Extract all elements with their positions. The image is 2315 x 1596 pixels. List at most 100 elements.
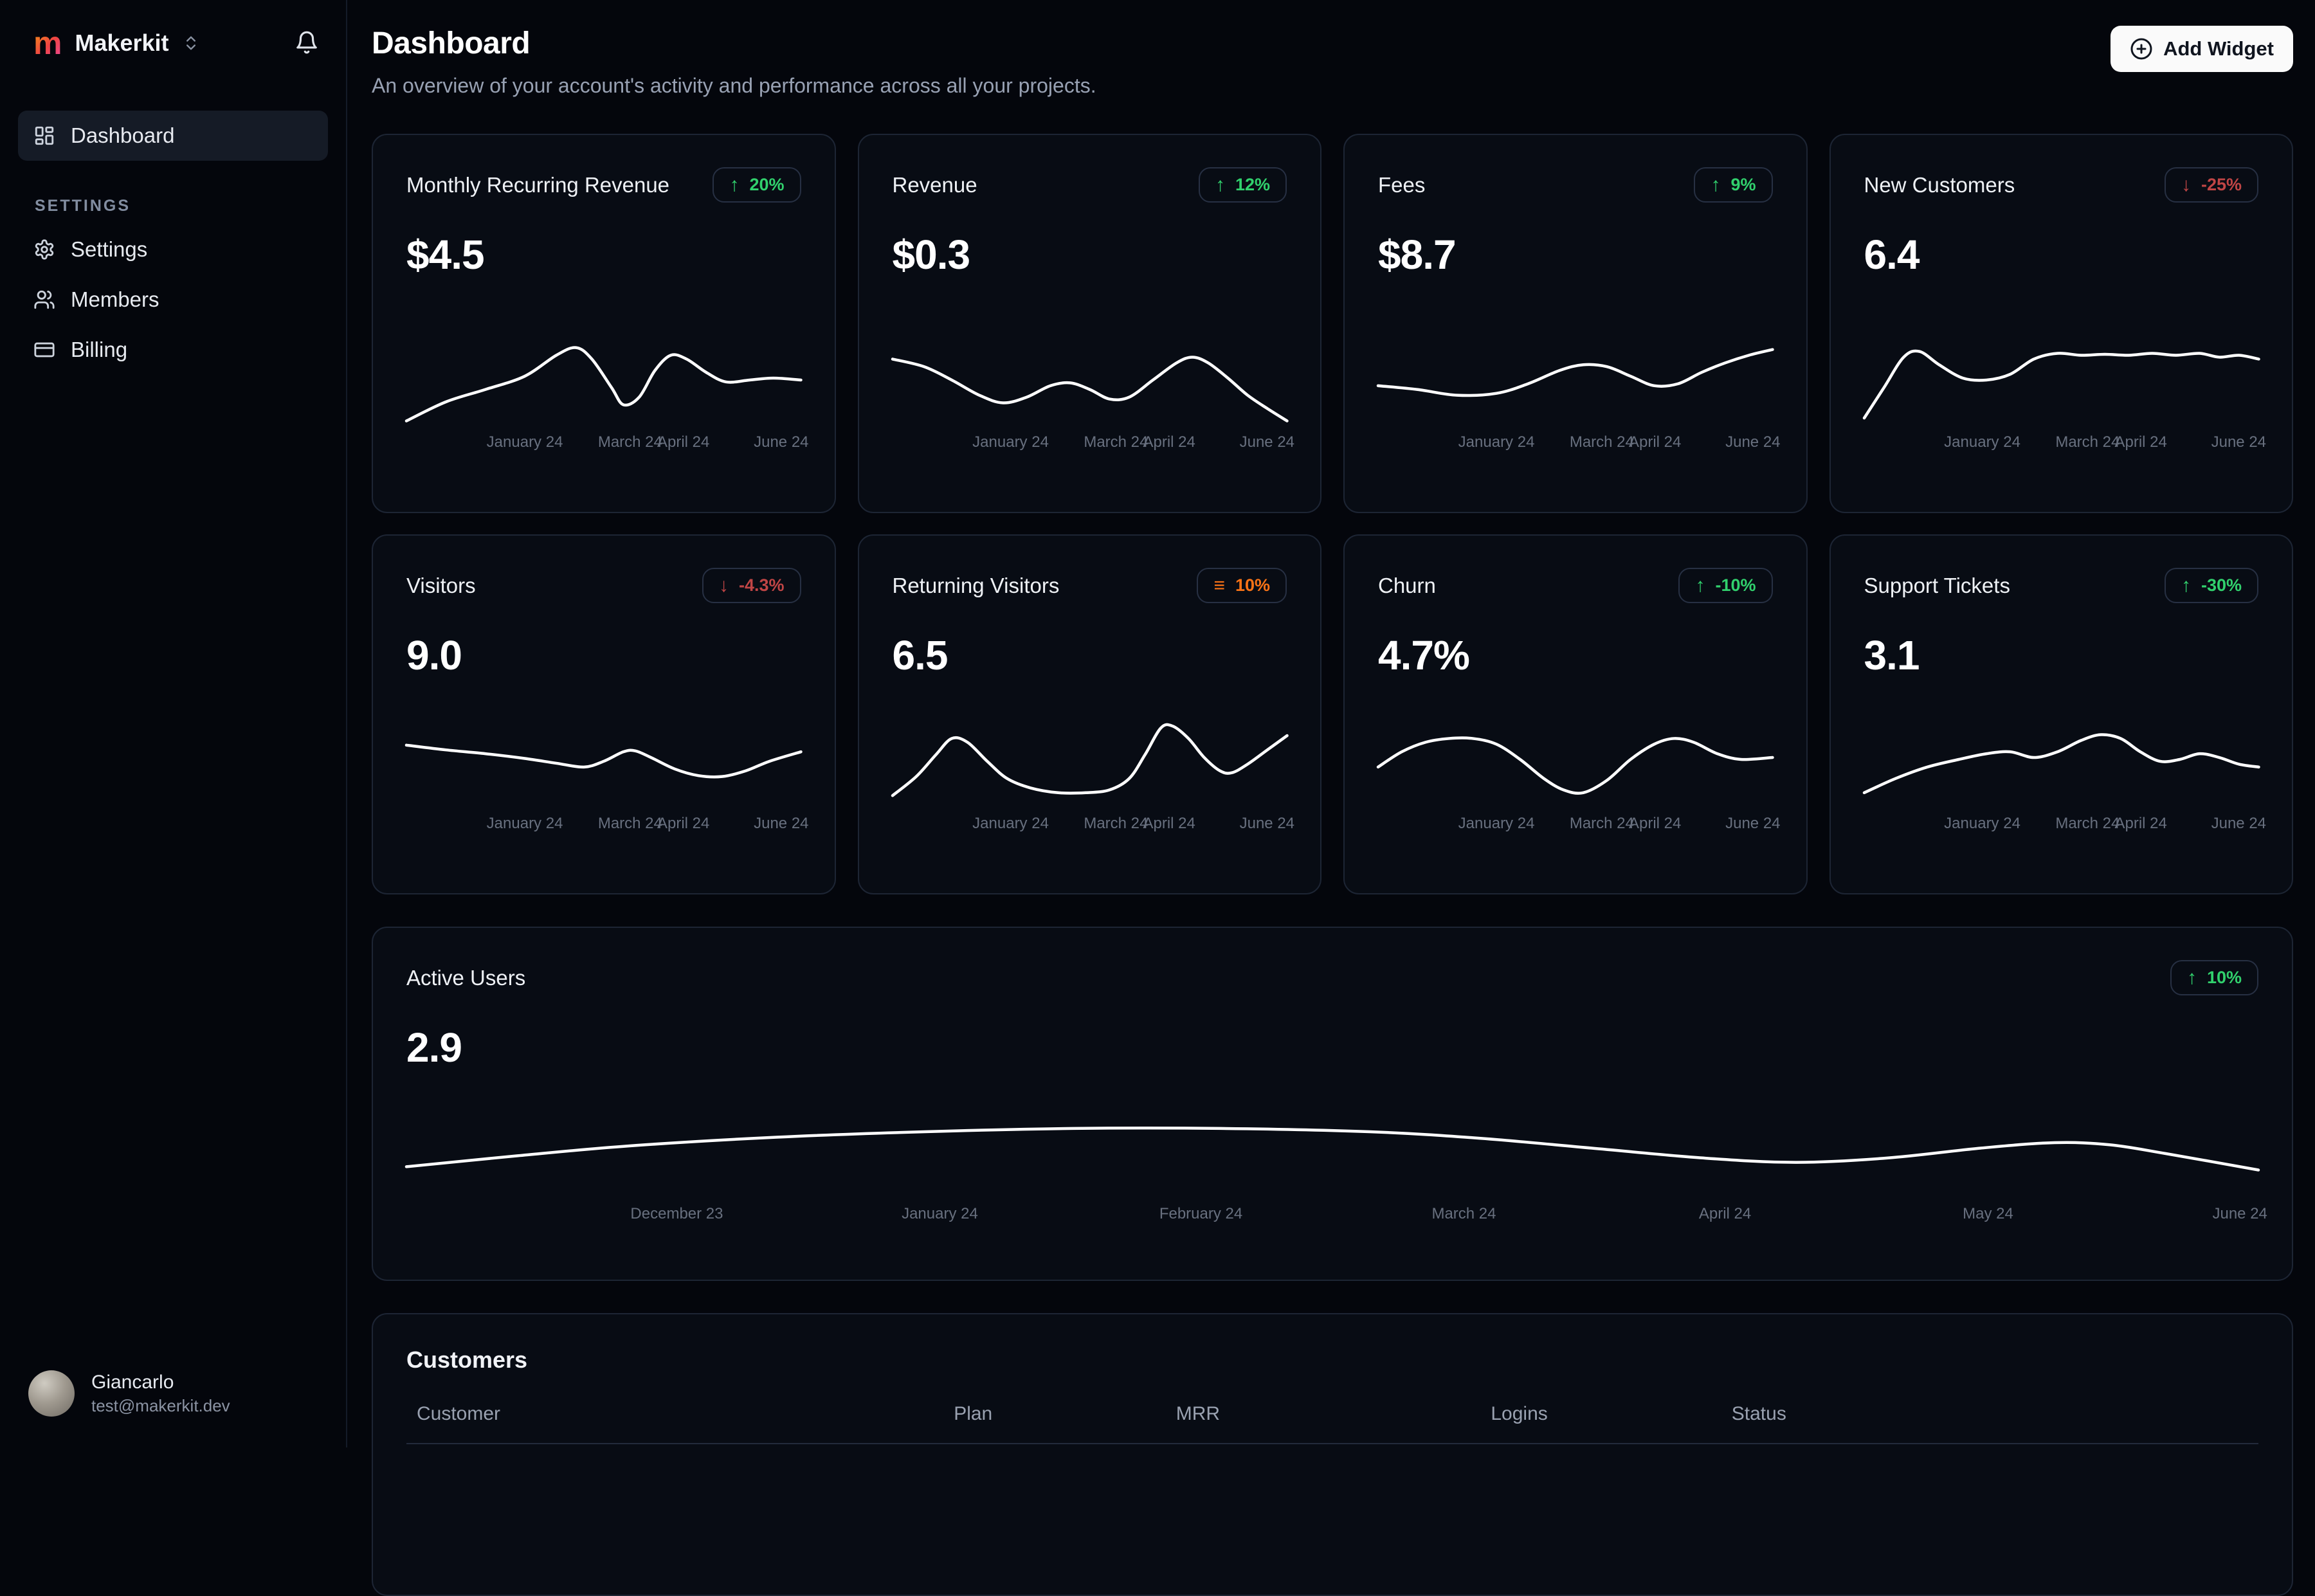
x-axis-labels: January 24 March 24 April 24 June 24 [1864,433,2266,453]
avatar [28,1370,75,1417]
sparkline-chart [1378,331,1773,426]
card-monthly-recurring-revenue: Monthly Recurring Revenue ↑ 20% $4.5 Janua… [372,134,836,513]
x-axis-label: March 24 [2055,433,2120,451]
metric-cards-row-2: Visitors ↓ -4.3% 9.0 January 24 March 24 Apr… [372,534,2293,894]
arrow-up-icon: ↑ [1711,174,1721,195]
metric-value: 3.1 [1864,632,1920,678]
metric-value: $4.5 [406,231,485,278]
sparkline-chart [893,331,1287,426]
workspace-selector[interactable]: m Makerkit [33,27,200,59]
x-axis-label: June 24 [754,433,809,451]
x-axis-label: March 24 [1569,433,1634,451]
chevrons-up-down-icon [186,36,195,50]
x-axis-label: January 24 [1944,815,2020,832]
x-axis-label: March 24 [1084,815,1148,832]
x-axis-label: June 24 [754,815,809,832]
x-axis-label: June 24 [2211,433,2267,451]
x-axis-label: February 24 [1159,1205,1243,1222]
sidebar-item-label: Settings [71,237,148,261]
gear-icon [33,239,55,260]
makerkit-logo: m [33,25,62,61]
sidebar-item-label: Dashboard [71,123,175,147]
arrow-up-icon: ↑ [1215,174,1225,195]
x-axis-label: March 24 [1569,815,1634,832]
arrow-down-icon: ↓ [718,574,729,596]
sparkline-chart [893,712,1287,807]
trend-value: 12% [1235,175,1270,194]
x-axis-label: March 24 [597,815,662,832]
settings-section-label: SETTINGS [35,197,131,215]
add-widget-label: Add Widget [2163,37,2274,60]
x-axis-label: June 24 [1725,815,1781,832]
trend-badge: ↑ 10% [2170,960,2258,995]
sidebar-item-dashboard[interactable]: Dashboard [18,111,328,161]
sparkline-chart [1864,712,2259,807]
card-active-users: Active Users ↑ 10% 2.9 December 23 January… [372,927,2293,1281]
x-axis-label: January 24 [1458,433,1535,451]
card-revenue: Revenue ↑ 12% $0.3 January 24 March 24 April… [857,134,1321,513]
metric-value: 9.0 [406,632,462,678]
page-subtitle: An overview of your account's activity a… [372,74,1096,97]
customers-title: Customers [406,1347,528,1373]
card-fees: Fees ↑ 9% $8.7 January 24 March 24 April 24 J… [1343,134,1808,513]
notifications-button[interactable] [295,30,319,57]
main-content: Dashboard An overview of your account's … [347,0,2315,1596]
metric-value: 6.4 [1864,231,1920,278]
metric-title: Visitors [406,573,476,597]
user-name: Giancarlo [91,1371,174,1393]
metric-title: Fees [1378,172,1426,197]
x-axis-label: January 24 [486,815,563,832]
x-axis-label: June 24 [2211,815,2267,832]
sidebar-item-billing[interactable]: Billing [18,325,328,375]
trend-value: 10% [1235,576,1270,595]
x-axis-label: March 24 [1084,433,1148,451]
trend-value: -25% [2201,175,2242,194]
arrow-up-icon: ↑ [729,174,740,195]
trend-badge: ↑ 9% [1694,167,1773,203]
x-axis-label: January 24 [972,433,1049,451]
x-axis-label: April 24 [1698,1205,1752,1222]
x-axis-label: June 24 [1725,433,1781,451]
x-axis-labels: January 24 March 24 April 24 June 24 [1864,815,2266,834]
x-axis-label: April 24 [657,815,710,832]
x-axis-labels: January 24 March 24 April 24 June 24 [1378,433,1781,453]
x-axis-label: March 24 [2055,815,2120,832]
trend-value: 10% [2206,968,2242,987]
x-axis-label: April 24 [1143,433,1195,451]
sidebar-item-settings[interactable]: Settings [18,224,328,275]
column-header: MRR [1176,1403,1221,1424]
column-header: Logins [1491,1403,1548,1424]
trend-badge: ↓ -25% [2164,167,2258,203]
sidebar-nav: Dashboard SETTINGS Settings Members Bill… [18,111,328,375]
x-axis-labels: December 23 January 24 February 24 March 24… [406,1205,2267,1224]
x-axis-label: January 24 [902,1205,978,1222]
metric-title: Churn [1378,573,1436,597]
active-users-chart [406,1088,2258,1197]
users-icon [33,289,55,311]
sidebar-item-members[interactable]: Members [18,275,328,325]
customers-card: Customers Customer Plan MRR Logins Status [372,1313,2293,1596]
x-axis-label: January 24 [1458,815,1535,832]
column-header: Plan [954,1403,993,1424]
metric-title: New Customers [1864,172,2015,197]
x-axis-label: April 24 [1628,815,1682,832]
x-axis-labels: January 24 March 24 April 24 June 24 [406,433,809,453]
trend-badge: ↑ -10% [1678,568,1773,603]
customers-table-header: Customer Plan MRR Logins Status [406,1403,2258,1444]
add-widget-button[interactable]: Add Widget [2111,26,2293,72]
metric-cards-row-1: Monthly Recurring Revenue ↑ 20% $4.5 Janua… [372,134,2293,513]
x-axis-label: June 24 [1239,815,1295,832]
x-axis-labels: January 24 March 24 April 24 June 24 [1378,815,1781,834]
card-returning-visitors: Returning Visitors ≡ 10% 6.5 January 24 Mar… [857,534,1321,894]
trend-badge: ≡ 10% [1197,568,1287,603]
user-menu[interactable]: Giancarlo test@makerkit.dev [18,1370,328,1422]
sparkline-chart [1378,712,1773,807]
workspace-name: Makerkit [75,30,169,56]
metric-value: 4.7% [1378,632,1470,678]
page-title: Dashboard [372,26,531,60]
column-header: Status [1731,1403,1786,1424]
trend-flat-icon: ≡ [1213,574,1225,596]
x-axis-label: January 24 [486,433,563,451]
x-axis-label: April 24 [2114,433,2167,451]
sidebar-item-label: Members [71,287,159,311]
